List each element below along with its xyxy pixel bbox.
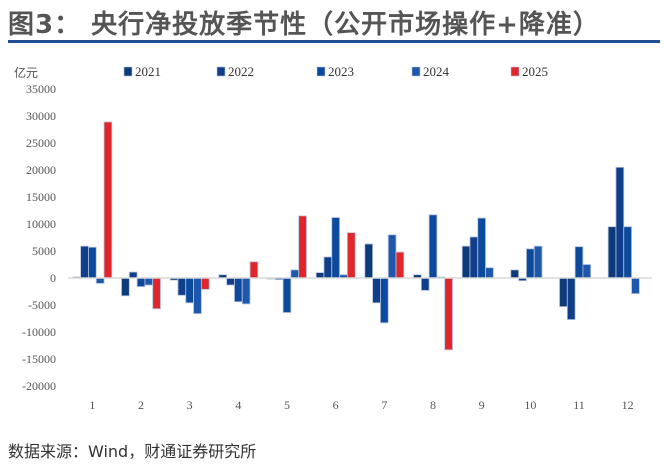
title-divider <box>8 40 660 43</box>
bar-2024-10 <box>533 245 543 279</box>
bar-2022-12 <box>615 166 625 279</box>
x-tick-label: 10 <box>524 398 536 412</box>
y-axis-unit: 亿元 <box>14 66 39 80</box>
x-tick-label: 5 <box>284 398 290 412</box>
x-tick-label: 9 <box>479 398 485 412</box>
bar-2023-10 <box>526 248 535 279</box>
bar-2023-7 <box>380 277 389 324</box>
x-tick-label: 6 <box>333 398 339 412</box>
y-tick-label: 20000 <box>26 163 56 177</box>
bar-2023-6 <box>331 217 340 279</box>
bar-2023-2 <box>136 277 146 288</box>
bar-chart: -20000 -15000 -10000 -5000 0 5000 10000 15000 20… <box>22 64 652 412</box>
bar-2021-7 <box>364 243 374 279</box>
y-tick-label: 25000 <box>26 136 56 150</box>
legend-label-2023: 2023 <box>328 64 354 79</box>
bar-2021-10 <box>510 269 520 279</box>
y-tick-label: 15000 <box>26 190 56 204</box>
y-tick-label: -20000 <box>22 379 56 393</box>
x-tick-label: 11 <box>573 398 585 412</box>
bar-2022-6 <box>323 256 333 279</box>
bar-2022-11 <box>566 277 576 320</box>
bar-2025-3 <box>200 277 210 290</box>
bar-2022-7 <box>372 277 381 304</box>
bar-2022-9 <box>469 236 479 279</box>
bar-2023-12 <box>623 226 632 279</box>
figure-title: 图3： 央行净投放季节性（公开市场操作+降准） <box>8 10 600 40</box>
x-tick-label: 8 <box>430 398 436 412</box>
bar-2021-9 <box>461 245 471 279</box>
bar-2024-7 <box>387 234 397 279</box>
legend-label-2025: 2025 <box>522 64 548 79</box>
legend-swatch-2025 <box>510 66 520 77</box>
x-tick-label: 1 <box>89 398 95 412</box>
x-tick-label: 12 <box>622 398 634 412</box>
bar-2022-3 <box>177 277 187 296</box>
y-tick-label: -15000 <box>22 352 56 366</box>
bar-2024-4 <box>241 277 251 305</box>
bar-2025-5 <box>298 215 307 279</box>
bar-2024-12 <box>631 277 640 295</box>
legend-swatch-2023 <box>316 66 326 77</box>
y-tick-label: 5000 <box>32 244 56 258</box>
legend-label-2024: 2024 <box>423 64 450 79</box>
bar-2022-4 <box>226 277 235 286</box>
y-tick-label: 30000 <box>26 109 56 123</box>
bar-2025-4 <box>249 261 259 279</box>
bar-2025-7 <box>395 251 405 279</box>
bar-2021-6 <box>315 272 325 279</box>
y-tick-label: -10000 <box>22 325 56 339</box>
y-tick-label: 10000 <box>26 217 56 231</box>
bar-2025-8 <box>444 277 453 351</box>
x-tick-label: 3 <box>187 398 193 412</box>
y-tick-label: -5000 <box>28 298 56 312</box>
bar-2024-11 <box>582 264 592 279</box>
legend-label-2021: 2021 <box>135 64 161 79</box>
x-tick-label: 2 <box>138 398 144 412</box>
y-tick-label: 35000 <box>26 82 56 96</box>
bar-2022-8 <box>420 277 430 291</box>
bar-2025-1 <box>103 121 113 279</box>
bar-2021-12 <box>607 226 617 279</box>
bar-2024-5 <box>290 269 300 279</box>
bar-2023-8 <box>428 214 438 279</box>
bar-2023-9 <box>477 217 486 279</box>
bar-2025-6 <box>346 232 356 279</box>
bar-2023-11 <box>574 246 584 279</box>
bar-2022-2 <box>128 271 138 279</box>
legend-swatch-2024 <box>411 66 421 77</box>
bar-2021-11 <box>559 277 568 308</box>
legend-label-2022: 2022 <box>228 64 254 79</box>
legend-swatch-2022 <box>216 66 226 77</box>
bar-2022-1 <box>80 245 89 279</box>
legend-swatch-2021 <box>123 66 133 77</box>
bar-2021-2 <box>121 277 130 297</box>
bar-2023-5 <box>282 277 292 313</box>
bar-2024-3 <box>193 277 202 315</box>
bar-2025-2 <box>152 277 161 310</box>
bar-2023-4 <box>234 277 243 303</box>
y-tick-label: 0 <box>50 271 56 285</box>
bar-2024-2 <box>144 277 154 286</box>
bar-2023-1 <box>88 246 97 279</box>
x-tick-label: 7 <box>381 398 387 412</box>
bar-2024-9 <box>485 267 494 279</box>
bar-2023-3 <box>185 277 194 304</box>
bar-2024-1 <box>95 277 105 284</box>
source-note: 数据来源：Wind，财通证券研究所 <box>8 442 257 461</box>
x-tick-label: 4 <box>235 398 241 412</box>
